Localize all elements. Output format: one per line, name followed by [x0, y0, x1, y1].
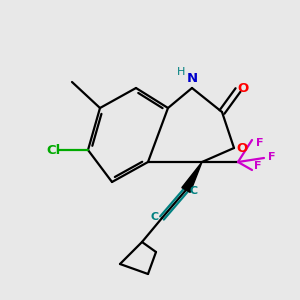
Text: O: O	[237, 82, 248, 95]
Text: N: N	[186, 73, 198, 85]
Text: Cl: Cl	[46, 143, 61, 157]
Text: C: C	[189, 187, 198, 196]
Text: H: H	[176, 68, 185, 77]
Text: F: F	[254, 161, 262, 171]
Text: O: O	[237, 142, 248, 154]
Text: C: C	[150, 212, 159, 221]
Polygon shape	[182, 162, 202, 192]
Text: F: F	[256, 138, 263, 148]
Text: F: F	[268, 152, 275, 162]
